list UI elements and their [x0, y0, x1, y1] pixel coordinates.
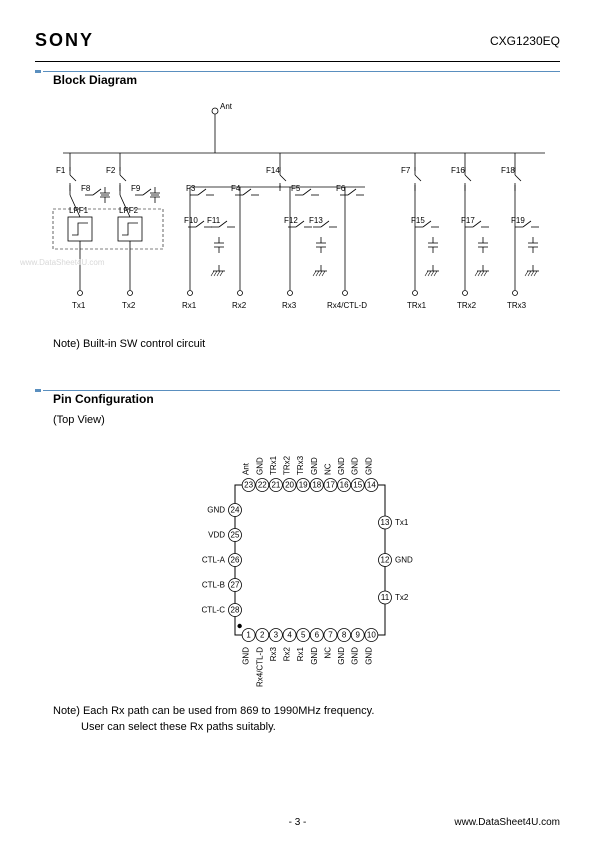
svg-text:F12: F12 [284, 216, 298, 225]
svg-text:Rx2: Rx2 [232, 301, 247, 310]
svg-text:F11: F11 [207, 216, 221, 225]
svg-text:F14: F14 [266, 166, 280, 175]
block-diagram-note: Note) Built-in SW control circuit [53, 336, 560, 353]
svg-text:26: 26 [231, 555, 240, 564]
svg-text:TRx3: TRx3 [296, 455, 305, 475]
svg-text:Tx2: Tx2 [122, 301, 136, 310]
svg-text:16: 16 [340, 480, 349, 489]
part-number: CXG1230EQ [490, 34, 560, 48]
svg-text:25: 25 [231, 530, 240, 539]
svg-text:Rx1: Rx1 [182, 301, 197, 310]
svg-text:19: 19 [299, 480, 308, 489]
svg-text:NC: NC [323, 646, 332, 658]
svg-text:Rx3: Rx3 [269, 646, 278, 661]
svg-text:Rx4/CTL-D: Rx4/CTL-D [255, 646, 264, 686]
svg-text:1: 1 [246, 630, 251, 639]
svg-text:21: 21 [271, 480, 280, 489]
svg-text:F10: F10 [184, 216, 198, 225]
page-footer: - 3 - www.DataSheet4U.com [0, 817, 595, 828]
svg-text:F19: F19 [511, 216, 525, 225]
svg-text:GND: GND [337, 646, 346, 664]
svg-text:F8: F8 [81, 184, 91, 193]
pin-config-svg: 23Ant22GND21TRx120TRx219TRx318GND17NC16G… [35, 430, 560, 690]
svg-text:TRx2: TRx2 [457, 301, 477, 310]
svg-text:F16: F16 [451, 166, 465, 175]
svg-text:18: 18 [312, 480, 321, 489]
svg-text:F4: F4 [231, 184, 241, 193]
svg-text:GND: GND [255, 457, 264, 475]
svg-text:F18: F18 [501, 166, 515, 175]
svg-text:12: 12 [381, 555, 390, 564]
brand-logo: SONY [35, 30, 94, 51]
svg-text:3: 3 [274, 630, 279, 639]
svg-text:CTL-B: CTL-B [202, 580, 225, 589]
svg-text:22: 22 [258, 480, 267, 489]
svg-text:F9: F9 [131, 184, 141, 193]
svg-text:NC: NC [323, 463, 332, 475]
svg-text:GND: GND [395, 555, 413, 564]
pin-config-title: Pin Configuration [53, 392, 560, 406]
svg-text:Rx4/CTL-D: Rx4/CTL-D [327, 301, 367, 310]
svg-text:TRx3: TRx3 [507, 301, 527, 310]
svg-text:20: 20 [285, 480, 294, 489]
svg-text:9: 9 [356, 630, 361, 639]
svg-text:F17: F17 [461, 216, 475, 225]
svg-text:5: 5 [301, 630, 306, 639]
svg-text:GND: GND [337, 457, 346, 475]
svg-text:GND: GND [310, 646, 319, 664]
svg-text:F6: F6 [336, 184, 346, 193]
svg-text:Rx1: Rx1 [296, 646, 305, 661]
svg-text:GND: GND [207, 505, 225, 514]
svg-text:11: 11 [381, 593, 390, 602]
svg-text:F7: F7 [401, 166, 411, 175]
svg-text:CTL-C: CTL-C [201, 605, 225, 614]
svg-text:15: 15 [353, 480, 362, 489]
pin-config-note: Note) Each Rx path can be used from 869 … [53, 703, 560, 736]
svg-text:GND: GND [242, 646, 251, 664]
svg-text:Rx3: Rx3 [282, 301, 297, 310]
page-header: SONY CXG1230EQ [35, 30, 560, 55]
svg-text:6: 6 [315, 630, 320, 639]
svg-text:GND: GND [310, 457, 319, 475]
svg-text:F3: F3 [186, 184, 196, 193]
svg-text:Rx2: Rx2 [283, 646, 292, 661]
svg-text:Tx1: Tx1 [72, 301, 86, 310]
svg-text:F1: F1 [56, 166, 66, 175]
block-diagram-svg: AntF1F2F14F7F16F18F8F9LPF1LPF2F3F4F5F6F1… [35, 93, 560, 323]
header-rule [35, 61, 560, 62]
svg-text:TRx1: TRx1 [269, 455, 278, 475]
svg-text:TRx2: TRx2 [283, 455, 292, 475]
svg-text:GND: GND [351, 646, 360, 664]
svg-text:23: 23 [244, 480, 253, 489]
svg-text:Tx2: Tx2 [395, 593, 409, 602]
svg-text:CTL-A: CTL-A [202, 555, 226, 564]
pin-config-subcap: (Top View) [53, 414, 560, 426]
block-diagram-title: Block Diagram [53, 73, 560, 87]
svg-text:F15: F15 [411, 216, 425, 225]
footer-datasheet-url: www.DataSheet4U.com [454, 817, 560, 828]
svg-text:Tx1: Tx1 [395, 518, 409, 527]
svg-text:GND: GND [351, 457, 360, 475]
svg-text:13: 13 [381, 518, 390, 527]
svg-text:14: 14 [367, 480, 376, 489]
svg-text:GND: GND [364, 457, 373, 475]
svg-text:7: 7 [328, 630, 333, 639]
svg-text:24: 24 [231, 505, 240, 514]
svg-text:F2: F2 [106, 166, 116, 175]
svg-text:28: 28 [231, 605, 240, 614]
svg-text:27: 27 [231, 580, 240, 589]
svg-text:2: 2 [260, 630, 265, 639]
svg-text:4: 4 [287, 630, 292, 639]
svg-text:8: 8 [342, 630, 347, 639]
svg-text:VDD: VDD [208, 530, 225, 539]
svg-text:Ant: Ant [220, 102, 233, 111]
svg-text:10: 10 [367, 630, 376, 639]
svg-text:TRx1: TRx1 [407, 301, 427, 310]
svg-text:GND: GND [364, 646, 373, 664]
svg-text:Ant: Ant [242, 462, 251, 475]
svg-text:F13: F13 [309, 216, 323, 225]
svg-text:17: 17 [326, 480, 335, 489]
watermark: www.DataSheet4U.com [20, 258, 104, 267]
svg-text:F5: F5 [291, 184, 301, 193]
